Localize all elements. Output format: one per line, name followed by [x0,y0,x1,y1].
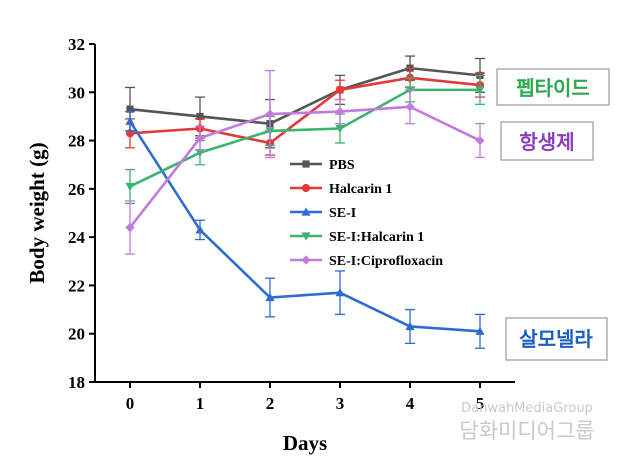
data-point [335,288,345,297]
x-axis-label: Days [283,431,327,455]
y-tick-label: 20 [68,325,85,344]
data-point [405,321,415,331]
legend: PBS Halcarin 1 SE-I SE-I:Halcarin 1 SE-I:Cip… [290,158,443,269]
legend-item-se-i-halcarin-1: SE-I:Halcarin 1 [290,230,424,245]
data-point [195,149,205,158]
series-se-i-ciprofloxacin [125,69,485,255]
callout-antibiotic-text: 항생제 [519,130,574,154]
series-pbs [125,55,485,149]
series-line [128,105,481,229]
plot-area: 18 20 22 24 26 28 30 32 0 1 2 3 4 5 [68,35,515,413]
callout-antibiotic-box [500,121,594,161]
data-point [196,112,204,121]
legend-marker [302,160,310,168]
legend-label: PBS [329,158,355,173]
data-point [335,124,345,134]
series-se-i-halcarin-1 [125,74,485,204]
data-point [126,105,134,113]
callout-salmonella-text: 살모넬라 [519,327,593,351]
data-point [475,135,485,146]
data-point [195,225,205,234]
y-tick-label: 26 [68,180,85,199]
legend-item-pbs: PBS [290,158,355,173]
y-tick-label: 24 [68,228,86,247]
watermark-english: DanwahMediaGroup [461,401,593,416]
x-tick-label: 0 [126,394,135,413]
y-tick-label: 28 [68,132,85,151]
data-point [125,182,135,192]
data-point [195,133,205,143]
y-tick-label: 30 [68,83,85,102]
legend-item-se-i: SE-I [290,206,356,221]
legend-item-halcarin-1: Halcarin 1 [290,182,392,197]
x-tick-label: 5 [476,394,485,413]
data-point [475,86,485,95]
legend-label: SE-I [329,206,356,221]
legend-marker [301,207,311,216]
data-point [265,109,275,119]
y-axis-ticks: 18 20 22 24 26 28 30 32 [68,35,95,392]
callout-antibiotic: 항생제 [500,121,594,161]
data-point [265,292,275,302]
legend-marker [301,255,311,265]
x-tick-label: 4 [406,394,415,413]
data-point [475,326,485,335]
y-axis-label: Body weight (g) [25,142,49,283]
legend-label: SE-I:Ciprofloxacin [329,254,443,269]
data-point [125,116,135,125]
y-tick-label: 32 [68,35,85,54]
callout-peptide-box [496,68,610,106]
legend-label: SE-I:Halcarin 1 [329,230,424,245]
y-tick-label: 22 [68,276,85,295]
legend-marker [301,183,311,193]
series-layer [125,55,485,349]
data-point [335,107,345,117]
callout-salmonella: 살모넬라 [505,317,608,361]
legend-marker [301,232,311,241]
data-point [125,222,135,233]
data-point [405,102,415,112]
watermark-korean: 담화미디어그룹 [459,419,594,443]
x-axis-ticks: 0 1 2 3 4 5 [126,382,485,413]
series-line [129,66,481,126]
series-line [128,120,481,333]
x-tick-label: 1 [196,394,205,413]
callout-peptide-text: 펩타이드 [516,76,590,100]
y-tick-label: 18 [68,373,85,392]
x-tick-label: 3 [336,394,345,413]
callout-salmonella-box [505,317,608,361]
series-line [129,76,481,145]
x-tick-label: 2 [266,394,275,413]
legend-item-se-i-ciprofloxacin: SE-I:Ciprofloxacin [290,254,443,269]
data-point [335,85,345,94]
legend-label: Halcarin 1 [329,182,392,197]
series-line [129,88,480,188]
callout-peptide: 펩타이드 [496,68,610,106]
series-se-i [125,110,485,349]
